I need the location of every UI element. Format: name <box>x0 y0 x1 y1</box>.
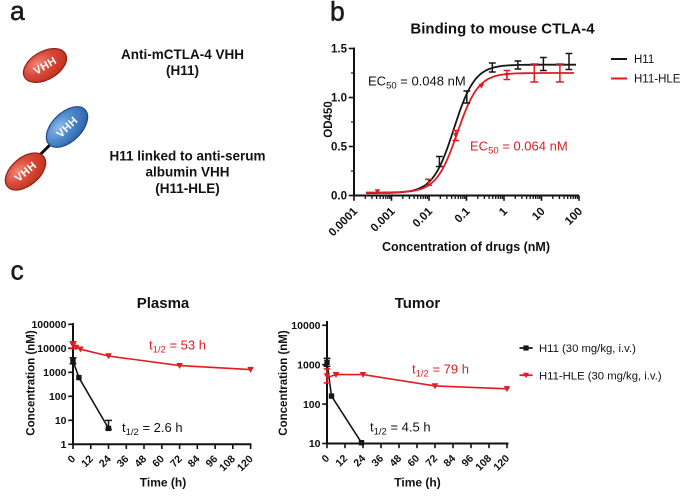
svg-text:H11-HLE (30 mg/kg, i.v.): H11-HLE (30 mg/kg, i.v.) <box>539 370 662 382</box>
svg-text:10: 10 <box>309 438 321 450</box>
svg-text:Tumor: Tumor <box>395 295 441 312</box>
svg-text:100: 100 <box>303 399 321 411</box>
svg-text:10: 10 <box>55 415 67 427</box>
svg-text:Plasma: Plasma <box>137 295 190 312</box>
svg-text:Time (h): Time (h) <box>394 476 440 490</box>
svg-text:c: c <box>11 256 24 286</box>
svg-text:Concentration (nM): Concentration (nM) <box>278 330 290 436</box>
svg-text:H11: H11 <box>634 54 654 66</box>
svg-text:1000: 1000 <box>297 359 321 371</box>
svg-text:(H11): (H11) <box>166 63 199 78</box>
svg-text:10000: 10000 <box>291 320 320 332</box>
svg-text:a: a <box>10 0 25 26</box>
svg-text:1: 1 <box>61 439 67 451</box>
svg-text:Time (h): Time (h) <box>140 476 186 490</box>
svg-text:Concentration of drugs (nM): Concentration of drugs (nM) <box>382 240 550 254</box>
svg-text:(H11-HLE): (H11-HLE) <box>155 181 220 196</box>
svg-text:H11 (30 mg/kg, i.v.): H11 (30 mg/kg, i.v.) <box>539 343 636 355</box>
svg-text:H11-HLE: H11-HLE <box>634 74 681 86</box>
svg-text:Anti-mCTLA-4 VHH: Anti-mCTLA-4 VHH <box>121 47 244 62</box>
svg-text:100000: 100000 <box>31 319 66 331</box>
svg-text:b: b <box>330 0 345 27</box>
svg-text:1.0: 1.0 <box>331 93 347 105</box>
svg-text:1000: 1000 <box>43 367 67 379</box>
svg-text:H11 linked to anti-serum: H11 linked to anti-serum <box>109 149 265 164</box>
svg-text:Binding to mouse CTLA-4: Binding to mouse CTLA-4 <box>410 21 595 38</box>
svg-text:10000: 10000 <box>37 343 66 355</box>
svg-text:albumin VHH: albumin VHH <box>145 165 229 180</box>
svg-text:Concentration (nM): Concentration (nM) <box>26 330 38 436</box>
svg-text:0.0: 0.0 <box>331 191 347 203</box>
svg-text:100: 100 <box>49 391 67 403</box>
svg-text:0.5: 0.5 <box>331 142 348 154</box>
svg-text:OD450: OD450 <box>323 101 335 137</box>
svg-text:1.5: 1.5 <box>331 44 348 56</box>
